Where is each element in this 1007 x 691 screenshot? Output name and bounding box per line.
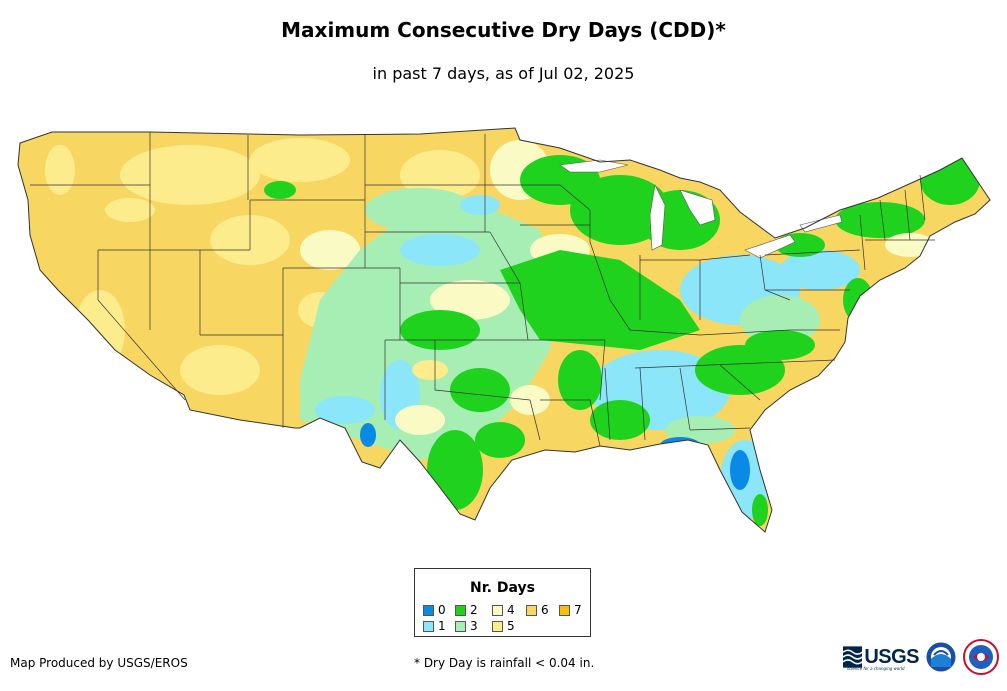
legend-label-6: 6 xyxy=(541,603,549,617)
map-legend: Nr. Days 0 1 2 3 4 5 6 7 xyxy=(414,568,591,637)
usgs-wave-icon xyxy=(843,646,863,668)
legend-swatch-2 xyxy=(455,604,466,616)
legend-swatch-1 xyxy=(423,620,434,632)
usgs-logo: USGS xyxy=(843,642,919,672)
legend-title: Nr. Days xyxy=(470,580,535,596)
usgs-tagline: science for a changing world xyxy=(847,666,905,671)
legend-swatch-6 xyxy=(526,604,537,616)
legend-item-4: 4 xyxy=(492,603,515,617)
legend-item-6: 6 xyxy=(526,603,549,617)
legend-item-2: 2 xyxy=(455,603,478,617)
legend-label-1: 1 xyxy=(438,619,446,633)
legend-label-3: 3 xyxy=(470,619,478,633)
legend-item-7: 7 xyxy=(559,603,582,617)
usgs-text: USGS xyxy=(864,645,919,668)
legend-label-0: 0 xyxy=(438,603,446,617)
map-credit: Map Produced by USGS/EROS xyxy=(10,656,188,670)
legend-label-7: 7 xyxy=(574,603,582,617)
map-title: Maximum Consecutive Dry Days (CDD)* xyxy=(281,18,726,42)
legend-swatch-7 xyxy=(559,604,570,616)
legend-item-5: 5 xyxy=(492,619,515,633)
nws-logo xyxy=(963,639,999,675)
dry-day-footnote: * Dry Day is rainfall < 0.04 in. xyxy=(414,656,595,670)
map-subtitle: in past 7 days, as of Jul 02, 2025 xyxy=(372,64,635,83)
legend-item-3: 3 xyxy=(455,619,478,633)
legend-item-0: 0 xyxy=(423,603,446,617)
cdd-map xyxy=(17,127,991,533)
noaa-logo xyxy=(925,641,957,673)
legend-swatch-4 xyxy=(492,604,503,616)
legend-label-5: 5 xyxy=(507,619,515,633)
legend-swatch-0 xyxy=(423,604,434,616)
legend-item-1: 1 xyxy=(423,619,446,633)
legend-swatch-3 xyxy=(455,620,466,632)
legend-swatch-5 xyxy=(492,620,503,632)
legend-label-2: 2 xyxy=(470,603,478,617)
legend-label-4: 4 xyxy=(507,603,515,617)
